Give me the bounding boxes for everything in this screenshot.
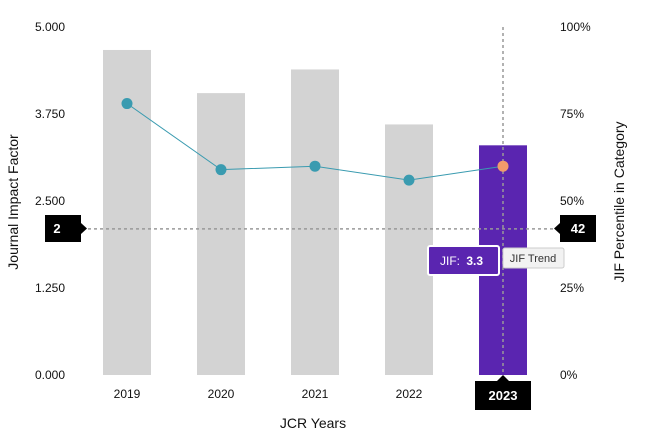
- crosshair: [88, 27, 553, 375]
- y-tick-label: 1.250: [35, 281, 65, 295]
- left-value-flag: 2: [45, 215, 87, 242]
- jif-tooltip: JIF: 3.3: [427, 245, 500, 276]
- trend-line-group: [121, 98, 509, 186]
- y-tick-label: 0.000: [35, 368, 65, 382]
- right-value-flag: 42: [554, 215, 596, 242]
- left-flag-label: 2: [53, 221, 60, 236]
- trend-point-2020[interactable]: [215, 164, 227, 176]
- x-tick-label: 2019: [114, 387, 141, 401]
- right-flag-label: 42: [571, 221, 585, 236]
- bar-2022[interactable]: [385, 124, 433, 375]
- series-tooltip-label: JIF Trend: [510, 253, 556, 265]
- y2-tick-label: 50%: [560, 194, 584, 208]
- trend-point-2023[interactable]: [497, 160, 509, 172]
- y-tick-label: 5.000: [35, 20, 65, 34]
- tooltip-value: 3.3: [466, 254, 483, 268]
- bars-group: [103, 49, 527, 376]
- left-axis-ticks: 0.000 1.250 2.500 3.750 5.000: [35, 20, 65, 382]
- y2-tick-label: 75%: [560, 107, 584, 121]
- trend-point-2019[interactable]: [121, 98, 133, 110]
- y-tick-label: 2.500: [35, 194, 65, 208]
- x-tick-label: 2020: [208, 387, 235, 401]
- y-tick-label: 3.750: [35, 107, 65, 121]
- trend-point-2022[interactable]: [403, 174, 415, 186]
- series-tooltip: JIF Trend: [502, 247, 565, 269]
- y-axis-title: Journal Impact Factor: [5, 134, 21, 270]
- x-axis-ticks: 2019 2020 2021 2022: [114, 387, 423, 401]
- tooltip-label: JIF:: [440, 254, 460, 268]
- x-value-flag: 2023: [475, 375, 531, 410]
- x-tick-label: 2022: [396, 387, 423, 401]
- y2-tick-label: 0%: [560, 368, 578, 382]
- x-tick-label: 2021: [302, 387, 329, 401]
- y2-tick-label: 100%: [560, 20, 591, 34]
- x-axis-title: JCR Years: [280, 415, 346, 431]
- bar-2020[interactable]: [197, 93, 245, 376]
- y2-tick-label: 25%: [560, 281, 584, 295]
- x-flag-label: 2023: [489, 388, 518, 403]
- bar-2021[interactable]: [291, 69, 339, 376]
- y2-axis-title: JIF Percentile in Category: [611, 121, 627, 282]
- svg-text:JIF: 3.3: JIF: 3.3: [440, 254, 483, 268]
- right-axis-ticks: 0% 25% 50% 75% 100%: [560, 20, 591, 382]
- trend-point-2021[interactable]: [309, 160, 321, 172]
